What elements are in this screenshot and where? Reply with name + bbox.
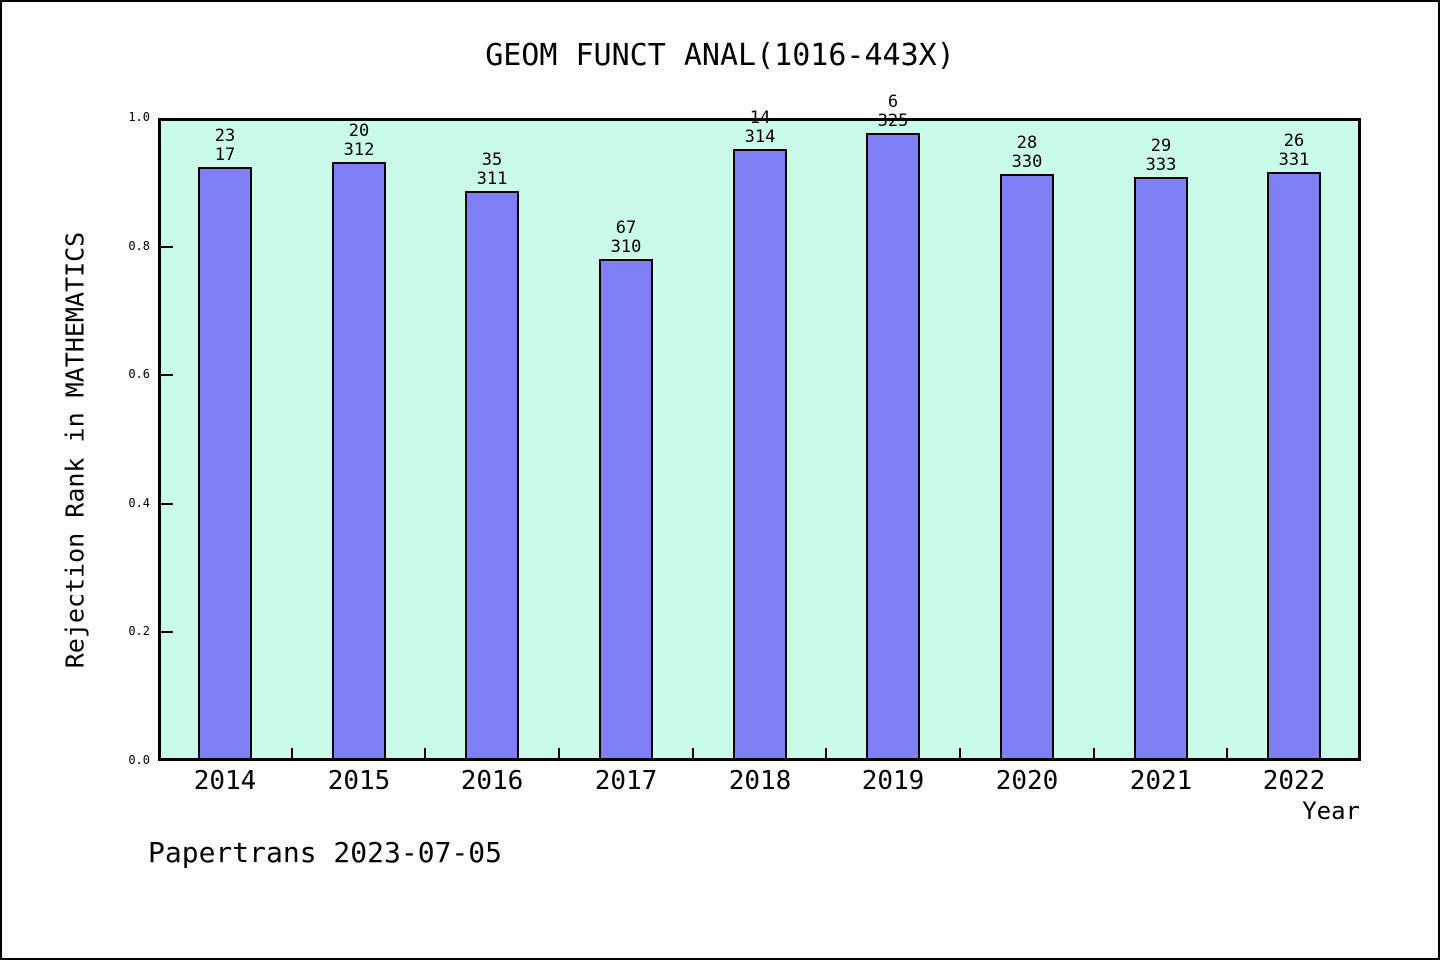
x-tick-mark bbox=[291, 748, 293, 758]
bar-value-line2: 331 bbox=[1278, 150, 1310, 170]
x-tick-label-2017: 2017 bbox=[594, 766, 658, 796]
bar-2017 bbox=[599, 259, 653, 761]
bar-value-line1: 29 bbox=[1150, 136, 1172, 156]
bar-value-label-2016: 35 311 bbox=[432, 151, 552, 189]
bar-2016 bbox=[465, 191, 519, 761]
x-tick-mark bbox=[1093, 748, 1095, 758]
bar-value-line1: 14 bbox=[749, 108, 771, 128]
y-tick-label-0.6: 0.6 bbox=[128, 367, 150, 381]
bar-2021 bbox=[1134, 177, 1188, 761]
bar-value-line2: 325 bbox=[877, 111, 909, 131]
bar-value-line1: 26 bbox=[1283, 131, 1305, 151]
bar-value-line2: 312 bbox=[343, 140, 375, 160]
footer-watermark: Papertrans 2023-07-05 bbox=[148, 836, 503, 869]
x-tick-label-2018: 2018 bbox=[728, 766, 792, 796]
bar-value-label-2020: 28 330 bbox=[967, 134, 1087, 172]
bar-2015 bbox=[332, 162, 386, 761]
bar-value-line2: 314 bbox=[744, 127, 776, 147]
bar-value-line1: 35 bbox=[481, 150, 503, 170]
bar-value-label-2014: 23 17 bbox=[165, 127, 285, 165]
bar-value-line2: 17 bbox=[214, 145, 236, 165]
x-tick-mark bbox=[692, 748, 694, 758]
bar-value-line1: 23 bbox=[214, 126, 236, 146]
y-tick-label-0.8: 0.8 bbox=[128, 239, 150, 253]
bar-value-line1: 20 bbox=[348, 121, 370, 141]
bar-value-label-2015: 20 312 bbox=[299, 122, 419, 160]
bar-value-line2: 333 bbox=[1145, 155, 1177, 175]
x-tick-label-2016: 2016 bbox=[460, 766, 524, 796]
bar-value-label-2017: 67 310 bbox=[566, 219, 686, 257]
bar-value-line2: 330 bbox=[1011, 152, 1043, 172]
x-tick-label-2020: 2020 bbox=[995, 766, 1059, 796]
x-tick-label-2014: 2014 bbox=[193, 766, 257, 796]
bar-2014 bbox=[198, 167, 252, 761]
x-tick-mark bbox=[959, 748, 961, 758]
x-tick-label-2019: 2019 bbox=[861, 766, 925, 796]
x-tick-mark bbox=[825, 748, 827, 758]
bar-value-line1: 67 bbox=[615, 218, 637, 238]
x-tick-mark bbox=[558, 748, 560, 758]
bar-2019 bbox=[866, 133, 920, 761]
bar-2020 bbox=[1000, 174, 1054, 761]
bar-value-label-2022: 26 331 bbox=[1234, 132, 1354, 170]
x-tick-mark bbox=[1226, 748, 1228, 758]
y-tick-mark bbox=[161, 503, 173, 505]
x-tick-label-2021: 2021 bbox=[1129, 766, 1193, 796]
bar-value-line1: 6 bbox=[887, 92, 899, 112]
x-tick-mark bbox=[424, 748, 426, 758]
y-tick-mark bbox=[161, 631, 173, 633]
bar-2022 bbox=[1267, 172, 1321, 761]
bar-value-line2: 311 bbox=[476, 169, 508, 189]
y-axis-label: Rejection Rank in MATHEMATICS bbox=[60, 231, 90, 669]
bar-value-label-2019: 6 325 bbox=[833, 93, 953, 131]
bar-2018 bbox=[733, 149, 787, 761]
y-tick-label-0.2: 0.2 bbox=[128, 624, 150, 638]
chart-title: GEOM FUNCT ANAL(1016-443X) bbox=[485, 38, 955, 73]
bar-value-label-2021: 29 333 bbox=[1101, 137, 1221, 175]
bar-value-line2: 310 bbox=[610, 237, 642, 257]
y-tick-label-0.0: 0.0 bbox=[128, 753, 150, 767]
y-tick-label-1.0: 1.0 bbox=[128, 110, 150, 124]
bar-value-line1: 28 bbox=[1016, 133, 1038, 153]
y-tick-mark bbox=[161, 374, 173, 376]
bar-value-label-2018: 14 314 bbox=[700, 109, 820, 147]
y-tick-mark bbox=[161, 246, 173, 248]
x-tick-label-2022: 2022 bbox=[1262, 766, 1326, 796]
x-tick-label-2015: 2015 bbox=[327, 766, 391, 796]
x-axis-label: Year bbox=[1302, 797, 1360, 825]
y-tick-label-0.4: 0.4 bbox=[128, 496, 150, 510]
